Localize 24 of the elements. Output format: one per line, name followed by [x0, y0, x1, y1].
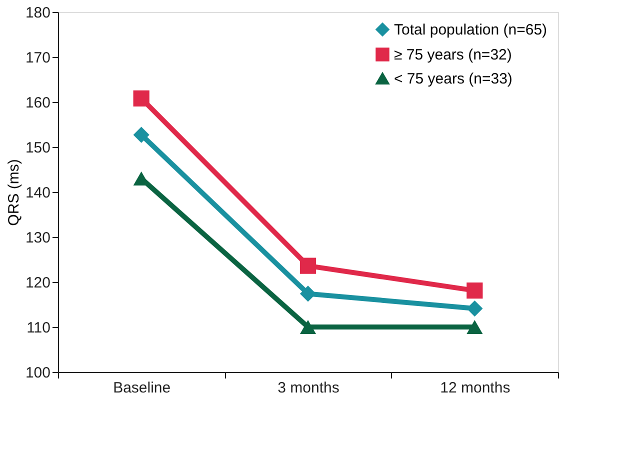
point: [133, 126, 150, 143]
x-tick-label: 3 months: [278, 380, 340, 396]
y-tick-label: 110: [26, 320, 50, 336]
legend-label: Total population (n=65): [394, 22, 548, 38]
y-tick-label: 140: [25, 184, 50, 202]
x-tick-label: 12 months: [440, 380, 510, 396]
y-tick-label: 150: [25, 140, 50, 156]
y-tick-label: 100: [25, 364, 50, 382]
point: [133, 90, 150, 106]
legend-label: < 75 years (n=33): [394, 70, 512, 88]
point: [300, 320, 316, 334]
point: [466, 300, 483, 317]
y-tick-label: 170: [25, 50, 50, 66]
y-axis-title: QRS (ms): [5, 159, 22, 226]
y-tick-label: 180: [25, 4, 50, 22]
y-tick-label: 130: [25, 230, 50, 246]
y-tick-label: 120: [25, 274, 50, 292]
point: [466, 282, 483, 299]
point: [300, 258, 316, 274]
legend-label: ≥ 75 years (n=32): [394, 46, 512, 64]
point: [300, 286, 316, 302]
x-tick-label: Baseline: [113, 380, 171, 396]
y-tick-label: 160: [25, 94, 50, 112]
point: [466, 320, 483, 334]
